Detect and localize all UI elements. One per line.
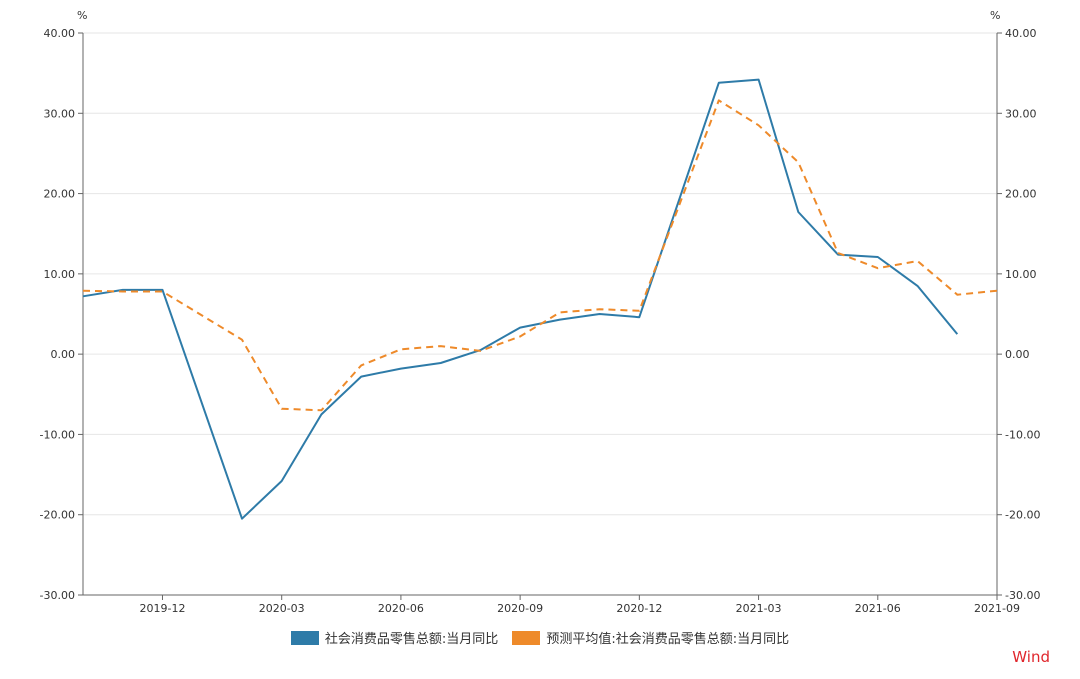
- x-tick-label: 2020-09: [497, 602, 543, 615]
- legend-item-series-2[interactable]: 预测平均值:社会消费品零售总额:当月同比: [512, 628, 789, 647]
- y-tick-label-left: -20.00: [40, 509, 75, 522]
- y-tick-label-right: -20.00: [1005, 509, 1040, 522]
- x-tick-label: 2020-06: [378, 602, 424, 615]
- left-y-unit: %: [77, 9, 87, 22]
- right-y-tick-labels: 40.00 30.00 20.00 10.00 0.00 -10.00 -20.00 -30.…: [1005, 27, 1040, 602]
- grid-lines: [78, 32, 1002, 596]
- y-tick-label-left: -30.00: [40, 589, 75, 602]
- x-tick-label: 2021-06: [855, 602, 901, 615]
- series-lines: [82, 78, 998, 520]
- x-tick-label: 2019-12: [139, 602, 185, 615]
- y-tick-label-left: 20.00: [44, 188, 76, 201]
- axes: [82, 33, 998, 596]
- left-y-tick-labels: 40.00 30.00 20.00 10.00 0.00 -10.00 -20.00 -30.…: [40, 27, 75, 602]
- y-tick-label-left: 0.00: [51, 348, 76, 361]
- legend-label-series-1: 社会消费品零售总额:当月同比: [324, 632, 499, 647]
- legend-swatch-blue: [290, 630, 319, 645]
- x-tick-label: 2021-03: [736, 602, 782, 615]
- y-tick-label-right: -10.00: [1005, 428, 1040, 441]
- legend-swatch-orange: [512, 630, 541, 645]
- y-tick-label-left: 40.00: [44, 27, 76, 40]
- y-tick-label-left: -10.00: [40, 428, 75, 441]
- x-tick-label: 2020-12: [616, 602, 662, 615]
- right-y-unit: %: [990, 9, 1000, 22]
- y-tick-label-left: 30.00: [44, 107, 76, 120]
- y-tick-label-right: 0.00: [1005, 348, 1030, 361]
- legend-label-series-2: 预测平均值:社会消费品零售总额:当月同比: [546, 632, 790, 647]
- y-tick-label-right: -30.00: [1005, 589, 1040, 602]
- x-tick-label: 2020-03: [259, 602, 305, 615]
- legend: 社会消费品零售总额:当月同比 预测平均值:社会消费品零售总额:当月同比: [0, 628, 1080, 647]
- y-tick-label-right: 10.00: [1005, 268, 1037, 281]
- y-tick-label-left: 10.00: [44, 268, 76, 281]
- x-tick-labels: 2019-12 2020-03 2020-06 2020-09 2020-12 2021-…: [139, 595, 1020, 615]
- series-line-retail-sales-yoy: [82, 78, 959, 520]
- y-tick-label-right: 40.00: [1005, 27, 1037, 40]
- series-line-forecast-average: [82, 99, 998, 412]
- x-tick-label: 2021-09: [974, 602, 1020, 615]
- line-chart: 40.00 30.00 20.00 10.00 0.00 -10.00 -20.00 -30.…: [40, 9, 1041, 615]
- y-tick-label-right: 20.00: [1005, 188, 1037, 201]
- legend-item-series-1[interactable]: 社会消费品零售总额:当月同比: [290, 628, 499, 647]
- wind-brand-logo: Wind: [1012, 648, 1050, 666]
- y-tick-label-right: 30.00: [1005, 107, 1037, 120]
